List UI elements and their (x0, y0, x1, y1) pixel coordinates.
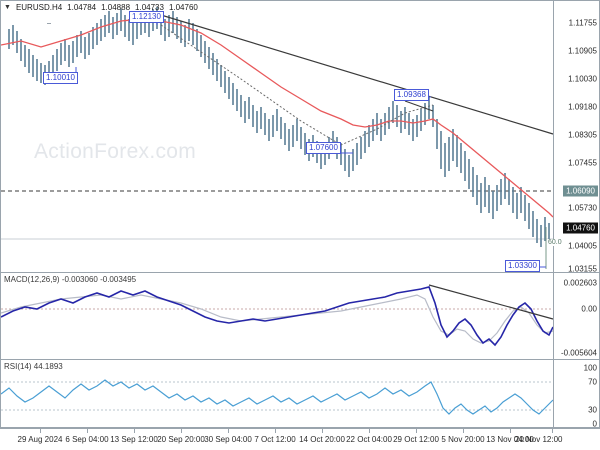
downtrend-line (160, 14, 554, 135)
candlestick-series (8, 7, 550, 247)
macd-value: -0.003060 (61, 275, 98, 284)
high-value: 1.04888 (101, 3, 131, 12)
level-1-03300[interactable]: 1.03300 (505, 260, 540, 272)
rsi-panel[interactable]: RSI(14) 44.1893 100 70 30 0 (0, 360, 600, 429)
time-label-10: 13 Nov 04:00 (486, 435, 534, 444)
symbol-info-bar: ▼ EURUSD.H4 1.04784 1.04888 1.04733 1.04… (4, 3, 198, 12)
macd-line (1, 286, 554, 347)
level-1-10010[interactable]: 1.10010 (43, 72, 78, 84)
inner-trend-dotted (160, 24, 434, 146)
level-1-12130[interactable]: 1.12130 (129, 11, 164, 23)
macd-title-row: MACD(12,26,9) -0.003060 -0.003495 (4, 275, 136, 284)
price-tick-5: 1.07455 (568, 158, 597, 168)
macd-plot-area (1, 273, 599, 359)
close-value: 1.04760 (168, 3, 198, 12)
price-tick-9: 1.03155 (568, 264, 597, 274)
level-1-07600[interactable]: 1.07600 (306, 142, 341, 154)
time-label-6: 14 Oct 20:00 (299, 435, 345, 444)
rsi-tick-2: 30 (588, 405, 597, 415)
rsi-tick-1: 70 (588, 377, 597, 387)
moving-average-line (1, 18, 554, 218)
current-price-tag: 1.04760 (563, 222, 598, 234)
time-label-5: 7 Oct 12:00 (254, 435, 296, 444)
price-tick-4: 1.08305 (568, 130, 597, 140)
fib-level-60: 60.0 (547, 239, 563, 246)
price-tick-0: 1.11755 (568, 18, 597, 28)
price-chart-panel[interactable]: ActionForex.com ▼ EURUSD.H4 1.04784 1.04… (0, 0, 600, 274)
rsi-label: RSI(14) (4, 362, 32, 371)
time-label-2: 13 Sep 12:00 (110, 435, 158, 444)
time-label-8: 29 Oct 12:00 (393, 435, 439, 444)
price-plot-area (1, 1, 599, 272)
time-label-0: 29 Aug 2024 (17, 435, 63, 444)
price-tick-1: 1.10905 (568, 46, 597, 56)
price-axis-divider (553, 1, 554, 272)
low-value: 1.04733 (135, 3, 164, 12)
symbol-label: EURUSD.H4 (15, 3, 63, 12)
time-label-3: 20 Sep 20:00 (157, 435, 205, 444)
price-tick-7: 1.05730 (568, 203, 597, 213)
rsi-tick-0: 100 (583, 363, 597, 373)
price-tick-8: 1.04005 (568, 241, 597, 251)
time-label-11: 20 Nov 12:00 (514, 435, 563, 444)
triangle-down-icon[interactable]: ▼ (4, 4, 11, 11)
price-svg (1, 7, 554, 269)
macd-axis-divider (553, 273, 554, 359)
macd-svg (1, 284, 554, 347)
watermark-actionforex: ActionForex.com (34, 140, 197, 163)
macd-trendline (428, 284, 554, 320)
macd-panel[interactable]: MACD(12,26,9) -0.003060 -0.003495 0.0026… (0, 272, 600, 360)
price-tick-2: 1.10030 (568, 74, 597, 84)
rsi-plot-area (1, 360, 599, 427)
time-label-1: 6 Sep 04:00 (65, 435, 109, 444)
macd-signal-line (1, 294, 554, 344)
rsi-tick-3: 0 (592, 419, 597, 429)
time-label-4: 30 Sep 04:00 (204, 435, 252, 444)
rsi-svg (1, 379, 554, 415)
rsi-line (1, 379, 554, 415)
level-1-09368[interactable]: 1.09368 (394, 89, 429, 101)
macd-label: MACD(12,26,9) (4, 275, 60, 284)
macd-tick-2: -0.005604 (560, 348, 597, 358)
open-value: 1.04784 (67, 3, 97, 12)
price-tick-3: 1.09180 (568, 102, 597, 112)
macd-tick-1: 0.00 (581, 304, 597, 314)
time-axis[interactable]: 29 Aug 2024 6 Sep 04:00 13 Sep 12:00 20 … (0, 428, 600, 450)
rsi-title-row: RSI(14) 44.1893 (4, 362, 63, 371)
macd-tick-0: 0.002603 (563, 278, 597, 288)
macd-signal-value: -0.003495 (100, 275, 137, 284)
time-label-9: 5 Nov 20:00 (441, 435, 485, 444)
rsi-axis-divider (553, 360, 554, 427)
resistance-price-tag: 1.06090 (563, 185, 598, 197)
time-label-7: 22 Oct 04:00 (346, 435, 392, 444)
rsi-value: 44.1893 (33, 362, 63, 371)
